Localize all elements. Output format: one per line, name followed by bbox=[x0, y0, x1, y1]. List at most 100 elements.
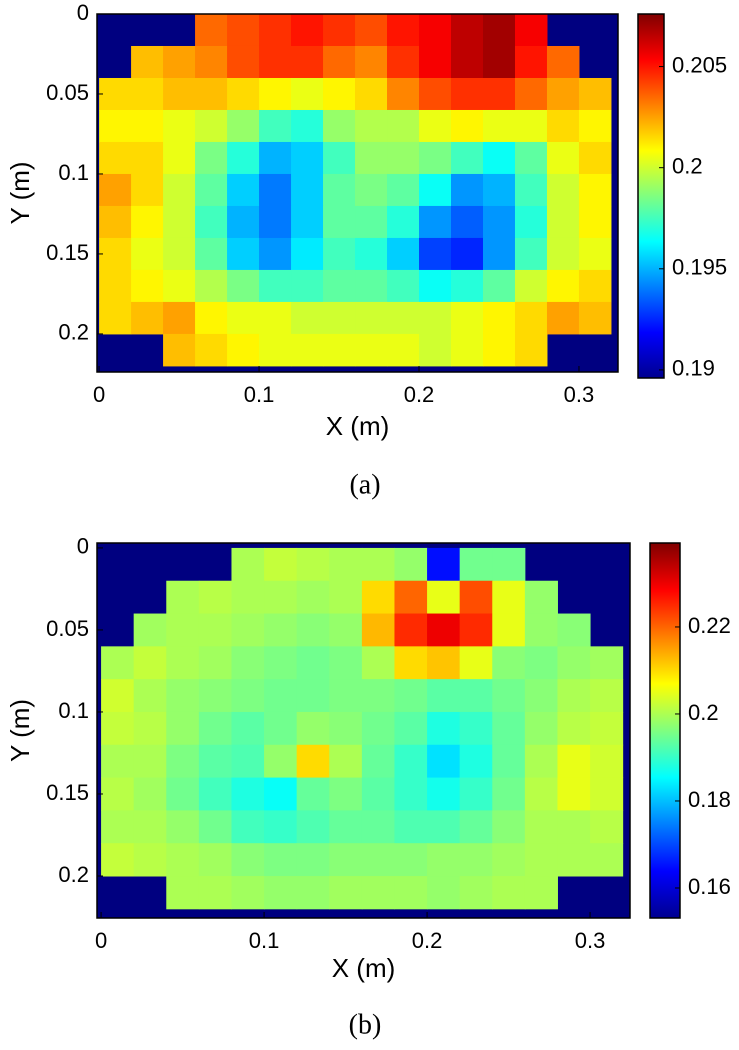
heat-cell bbox=[329, 777, 363, 811]
heat-cell bbox=[427, 547, 461, 582]
heat-cell bbox=[557, 810, 591, 844]
heat-cell bbox=[227, 77, 260, 111]
heat-cell bbox=[259, 173, 292, 207]
heat-cell bbox=[590, 711, 624, 746]
y-tick-label: 0.1 bbox=[58, 160, 89, 185]
heat-cell bbox=[546, 45, 580, 79]
heat-cell bbox=[419, 269, 452, 303]
heat-cell bbox=[198, 613, 232, 647]
heat-cell bbox=[101, 777, 135, 811]
heat-cell bbox=[231, 679, 265, 713]
heat-cell bbox=[482, 301, 516, 335]
heat-cell bbox=[492, 744, 526, 779]
heat-cell bbox=[296, 547, 330, 582]
heat-cell bbox=[133, 744, 167, 779]
heat-cell bbox=[323, 45, 356, 79]
heat-cell bbox=[514, 333, 548, 367]
heat-cell bbox=[427, 744, 461, 779]
heat-cell bbox=[329, 679, 363, 713]
heat-cell bbox=[482, 173, 516, 207]
heat-cell bbox=[227, 205, 260, 239]
heat-cell bbox=[482, 141, 516, 175]
heat-cell bbox=[296, 876, 330, 910]
heat-cell bbox=[427, 777, 461, 811]
heat-cell bbox=[296, 580, 330, 615]
heat-cell bbox=[387, 45, 420, 79]
heat-cell bbox=[259, 77, 292, 111]
heat-cell bbox=[514, 141, 548, 175]
heat-cell bbox=[546, 141, 580, 175]
heat-cell bbox=[546, 109, 580, 143]
heat-cell bbox=[99, 77, 132, 111]
heat-cell bbox=[329, 711, 363, 746]
y-tick-label: 0.15 bbox=[46, 240, 89, 265]
heat-cell bbox=[195, 109, 228, 143]
heat-cell bbox=[459, 843, 493, 877]
heat-cell bbox=[195, 141, 228, 175]
heat-cell bbox=[482, 14, 516, 47]
heat-cell bbox=[195, 333, 228, 367]
heat-cell bbox=[578, 301, 612, 335]
heat-cell bbox=[578, 173, 612, 207]
heat-cell bbox=[131, 269, 164, 303]
heat-cell bbox=[227, 237, 260, 271]
heat-cell bbox=[195, 301, 228, 335]
heat-cell bbox=[195, 237, 228, 271]
heat-cell bbox=[514, 269, 548, 303]
heat-cell bbox=[264, 843, 298, 877]
heat-cell bbox=[524, 613, 558, 647]
heat-cell bbox=[459, 876, 493, 910]
heat-cell bbox=[296, 810, 330, 844]
heat-cell bbox=[514, 237, 548, 271]
heat-cell bbox=[492, 580, 526, 615]
plot-frame bbox=[96, 13, 619, 373]
heat-cell bbox=[450, 14, 484, 47]
colorbar bbox=[637, 13, 665, 379]
heat-cell bbox=[166, 744, 200, 779]
heat-cell bbox=[557, 777, 591, 811]
heat-cell bbox=[227, 269, 260, 303]
heat-cell bbox=[387, 301, 420, 335]
heat-cell bbox=[264, 580, 298, 615]
heat-cell bbox=[227, 14, 260, 47]
y-tick-label: 0.15 bbox=[46, 780, 89, 805]
colorbar-tick-label: 0.2 bbox=[688, 700, 719, 725]
heat-cell bbox=[387, 237, 420, 271]
heat-cell bbox=[163, 45, 196, 79]
heat-cell bbox=[323, 205, 356, 239]
heat-cell bbox=[133, 810, 167, 844]
heat-cell bbox=[361, 843, 395, 877]
heat-cell bbox=[166, 679, 200, 713]
heat-cell bbox=[524, 810, 558, 844]
heat-cell bbox=[264, 777, 298, 811]
heat-cell bbox=[166, 777, 200, 811]
heat-cell bbox=[227, 109, 260, 143]
heat-cell bbox=[163, 109, 196, 143]
heat-cell bbox=[514, 14, 548, 47]
heat-cell bbox=[166, 843, 200, 877]
heat-cell bbox=[166, 613, 200, 647]
heat-cell bbox=[296, 613, 330, 647]
x-tick-label: 0.1 bbox=[244, 382, 275, 407]
heat-cell bbox=[394, 744, 428, 779]
heat-cell bbox=[291, 109, 324, 143]
heat-cell bbox=[291, 173, 324, 207]
heat-cell bbox=[323, 333, 356, 367]
heat-cell bbox=[163, 173, 196, 207]
heat-cell bbox=[133, 777, 167, 811]
heat-cell bbox=[387, 269, 420, 303]
heat-cell bbox=[131, 141, 164, 175]
heat-cell bbox=[291, 141, 324, 175]
heat-cell bbox=[355, 173, 388, 207]
heat-cell bbox=[264, 744, 298, 779]
heat-cell bbox=[387, 173, 420, 207]
heat-cell bbox=[323, 301, 356, 335]
heat-cell bbox=[546, 205, 580, 239]
heat-cell bbox=[590, 777, 624, 811]
heat-cell bbox=[133, 711, 167, 746]
y-tick-label: 0.05 bbox=[46, 80, 89, 105]
heat-cell bbox=[419, 173, 452, 207]
colorbar-tick-label: 0.195 bbox=[672, 255, 727, 280]
heat-cell bbox=[361, 580, 395, 615]
heat-cell bbox=[198, 777, 232, 811]
